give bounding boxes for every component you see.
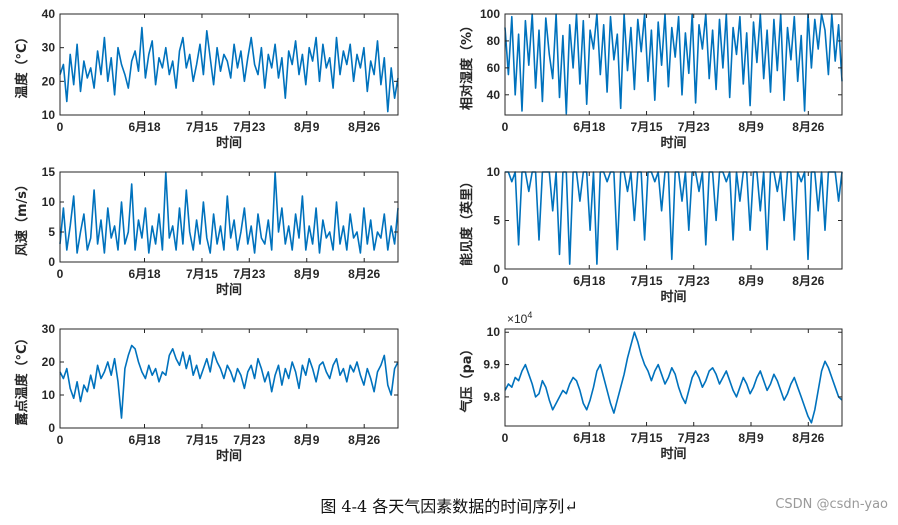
y-tick-label: 100	[480, 7, 500, 21]
y-axis-label: 气压（pa）	[459, 342, 475, 412]
x-axis-label: 时间	[216, 282, 242, 298]
y-axis-multiplier: ×104	[507, 310, 532, 326]
y-tick-label: 0	[48, 255, 55, 269]
x-tick-label: 8月26	[348, 433, 380, 447]
x-tick-label: 0	[502, 431, 509, 445]
panel-wind-speed: 0 5 10 15 0 6月18 7月15 7月23 8月9 8月26 时间 风速（m/s）	[14, 165, 399, 298]
y-axis-label: 相对湿度（%）	[459, 19, 475, 110]
panel-pressure: 9.8 9.9 10 0 6月18 7月15 7月23 8月9 8月26 时间 气压（pa） ×104	[459, 310, 843, 462]
y-tick-label: 0	[48, 421, 55, 435]
y-tick-label: 5	[493, 214, 500, 228]
y-tick-label: 15	[42, 165, 56, 179]
x-tick-label: 8月9	[294, 433, 320, 447]
y-tick-label: 10	[42, 195, 56, 209]
series-line	[59, 171, 399, 254]
y-tick-label: 20	[42, 74, 56, 88]
y-tick-label: 9.8	[483, 390, 500, 404]
y-tick-label: 10	[42, 388, 56, 402]
axes-box	[504, 13, 843, 116]
x-tick-label: 8月9	[738, 120, 764, 134]
x-tick-label: 8月9	[738, 431, 764, 445]
axes-box	[59, 171, 399, 263]
x-tick-label: 7月15	[186, 433, 218, 447]
x-tick-label: 7月15	[631, 274, 663, 288]
x-tick-label: 8月26	[792, 120, 824, 134]
panel-dew-point: 0 10 20 30 0 6月18 7月15 7月23 8月9 8月26 时间 露点温度（°C）	[14, 322, 399, 464]
x-tick-label: 6月18	[128, 267, 160, 281]
x-tick-label: 7月15	[631, 431, 663, 445]
y-tick-label: 20	[42, 355, 56, 369]
y-tick-label: 30	[42, 41, 56, 55]
y-axis-label: 风速（m/s）	[14, 178, 30, 256]
x-tick-label: 8月9	[294, 120, 320, 134]
x-tick-label: 7月23	[678, 120, 710, 134]
x-tick-label: 0	[57, 120, 64, 134]
x-tick-label: 7月15	[186, 120, 218, 134]
x-tick-label: 6月18	[573, 120, 605, 134]
y-tick-label: 10	[487, 325, 501, 339]
figure-caption: 图 4-4 各天气因素数据的时间序列↵	[320, 497, 578, 516]
y-tick-label: 0	[493, 262, 500, 276]
x-tick-label: 0	[502, 120, 509, 134]
x-tick-label: 0	[57, 267, 64, 281]
axes-box	[504, 328, 843, 427]
series-line	[505, 171, 843, 265]
y-axis-label: 温度（°C）	[14, 30, 30, 98]
x-tick-label: 7月23	[678, 431, 710, 445]
x-tick-label: 8月26	[792, 274, 824, 288]
y-tick-label: 10	[487, 165, 501, 179]
x-tick-label: 8月9	[294, 267, 320, 281]
x-tick-label: 7月15	[186, 267, 218, 281]
x-axis-label: 时间	[660, 446, 686, 462]
y-tick-label: 60	[487, 61, 501, 75]
x-tick-label: 7月23	[233, 267, 265, 281]
figure-panels: 10 20 30 40 0 6月18 7月15 7月23 8月9 8月26 时间 温度（°C） 40 60…	[14, 7, 843, 464]
x-axis-label: 时间	[216, 135, 242, 151]
x-tick-label: 8月26	[348, 120, 380, 134]
y-axis-label: 露点温度（°C）	[14, 331, 30, 425]
x-tick-label: 6月18	[573, 274, 605, 288]
x-tick-label: 7月23	[678, 274, 710, 288]
axes-box	[59, 13, 399, 116]
x-tick-label: 0	[502, 274, 509, 288]
series-line	[504, 13, 843, 115]
x-tick-label: 0	[57, 433, 64, 447]
x-axis-label: 时间	[660, 135, 686, 151]
x-tick-label: 8月9	[738, 274, 764, 288]
y-tick-label: 80	[487, 34, 501, 48]
panel-visibility: 0 5 10 0 6月18 7月15 7月23 8月9 8月26 时间 能见度（英里）	[459, 165, 843, 305]
x-tick-label: 6月18	[573, 431, 605, 445]
y-tick-label: 9.9	[483, 358, 500, 372]
y-tick-label: 40	[42, 7, 56, 21]
x-axis-label: 时间	[660, 289, 686, 305]
x-tick-label: 8月26	[348, 267, 380, 281]
series-line	[59, 26, 399, 113]
x-tick-label: 7月23	[233, 120, 265, 134]
x-tick-label: 6月18	[128, 433, 160, 447]
y-tick-label: 30	[42, 322, 56, 336]
x-tick-label: 7月15	[631, 120, 663, 134]
y-tick-label: 10	[42, 108, 56, 122]
x-axis-label: 时间	[216, 448, 242, 464]
series-line	[504, 331, 843, 424]
axes-box	[59, 328, 399, 429]
y-tick-label: 5	[48, 225, 55, 239]
panel-humidity: 40 60 80 100 0 6月18 7月15 7月23 8月9 8月26 时间 相对湿度（%）	[459, 7, 843, 151]
watermark: CSDN @csdn-yao	[775, 497, 888, 512]
x-tick-label: 6月18	[128, 120, 160, 134]
x-tick-label: 7月23	[233, 433, 265, 447]
x-tick-label: 8月26	[792, 431, 824, 445]
y-axis-label: 能见度（英里）	[459, 175, 475, 266]
panel-temperature: 10 20 30 40 0 6月18 7月15 7月23 8月9 8月26 时间 温度（°C）	[14, 7, 399, 151]
y-tick-label: 40	[487, 88, 501, 102]
series-line	[59, 344, 399, 419]
